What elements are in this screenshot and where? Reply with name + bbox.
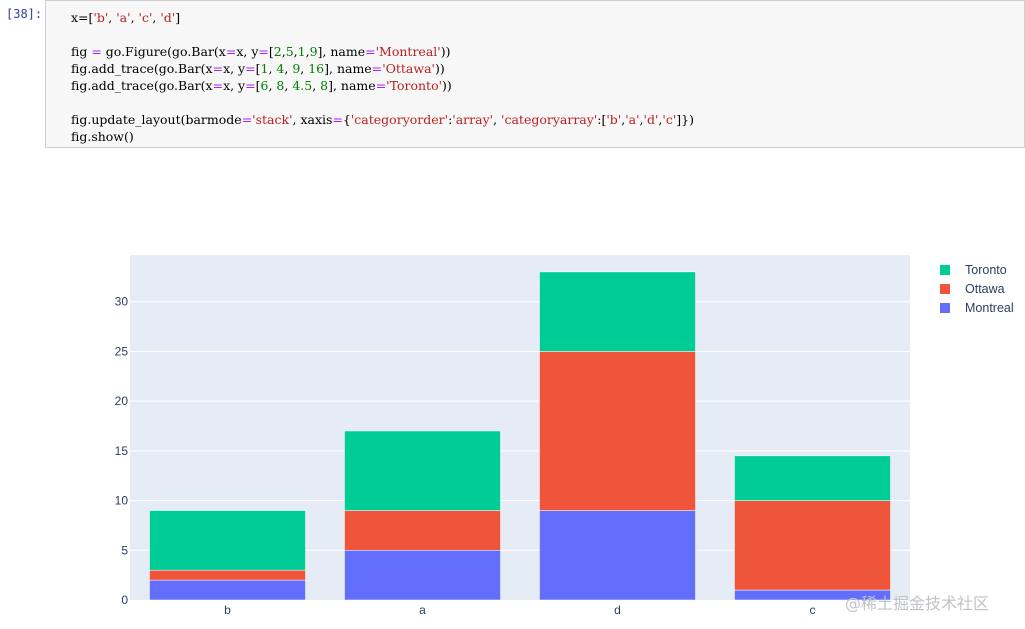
bar-toronto-b[interactable] — [149, 510, 306, 571]
legend-swatch — [940, 284, 950, 294]
legend-label: Ottawa — [965, 282, 1005, 296]
x-tick-label: a — [419, 603, 426, 617]
code-line: fig = go.Figure(go.Bar(x=x, y=[2,5,1,9],… — [71, 44, 451, 59]
bar-montreal-d[interactable] — [539, 510, 696, 601]
y-tick-label: 30 — [115, 295, 129, 309]
code-line: x=['b', 'a', 'c', 'd'] — [71, 10, 181, 25]
legend-item-ottawa[interactable]: Ottawa — [940, 281, 1005, 297]
x-tick-label: b — [224, 603, 231, 617]
code-line: fig.show() — [71, 129, 134, 144]
bar-ottawa-a[interactable] — [344, 510, 501, 551]
code-input-area[interactable]: x=['b', 'a', 'c', 'd'] fig = go.Figure(g… — [45, 0, 1025, 148]
bar-ottawa-d[interactable] — [539, 351, 696, 511]
bar-toronto-d[interactable] — [539, 271, 696, 352]
y-tick-label: 5 — [121, 543, 128, 557]
legend-swatch — [940, 265, 950, 275]
bar-montreal-b[interactable] — [149, 579, 306, 601]
code-line: fig.add_trace(go.Bar(x=x, y=[1, 4, 9, 16… — [71, 61, 445, 76]
notebook-cell: [38]: x=['b', 'a', 'c', 'd'] fig = go.Fi… — [0, 0, 1025, 150]
x-tick-label: d — [614, 603, 621, 617]
y-tick-label: 10 — [115, 494, 129, 508]
y-tick-label: 25 — [115, 344, 129, 358]
legend-swatch — [940, 303, 950, 313]
legend-item-toronto[interactable]: Toronto — [940, 262, 1007, 278]
cell-prompt: [38]: — [6, 7, 43, 21]
x-tick-label: c — [810, 603, 816, 617]
code-line: fig.add_trace(go.Bar(x=x, y=[6, 8, 4.5, … — [71, 78, 452, 93]
y-tick-label: 20 — [115, 394, 129, 408]
y-tick-label: 0 — [121, 593, 128, 607]
bar-toronto-a[interactable] — [344, 430, 501, 511]
code-block: x=['b', 'a', 'c', 'd'] fig = go.Figure(g… — [71, 9, 694, 145]
code-line: fig.update_layout(barmode='stack', xaxis… — [71, 112, 694, 127]
bar-toronto-c[interactable] — [734, 455, 891, 501]
bar-ottawa-b[interactable] — [149, 569, 306, 581]
bar-montreal-a[interactable] — [344, 550, 501, 601]
watermark: @稀土掘金技术社区 — [845, 594, 990, 613]
legend-label: Toronto — [965, 263, 1007, 277]
legend-item-montreal[interactable]: Montreal — [940, 300, 1014, 316]
y-tick-label: 15 — [115, 444, 129, 458]
bar-ottawa-c[interactable] — [734, 500, 891, 591]
legend-label: Montreal — [965, 301, 1014, 315]
